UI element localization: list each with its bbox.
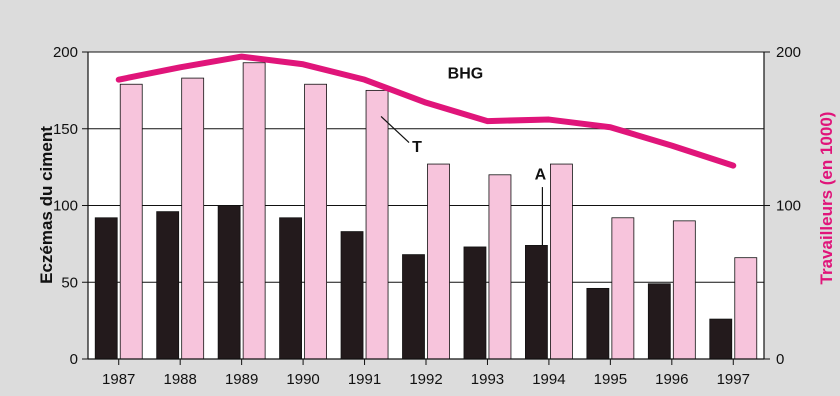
trend-line-path <box>115 53 737 169</box>
y2-tick-label: 100 <box>776 198 801 215</box>
bar-dark-1997 <box>709 318 733 360</box>
x-tick-label: 1996 <box>655 371 688 388</box>
x-tick-label: 1994 <box>532 371 565 388</box>
bar-dark-1988 <box>156 211 180 360</box>
bar-pink-1997 <box>734 257 758 360</box>
bar-pink-1996 <box>672 220 696 360</box>
bar-dark-1995 <box>586 287 610 360</box>
bar-dark-1992 <box>402 254 425 360</box>
y-axis-title: Eczémas du ciment <box>37 126 56 284</box>
annotation-t: T <box>412 139 422 156</box>
x-tick-label: 1993 <box>471 371 504 388</box>
bar-pink-1995 <box>611 217 635 360</box>
annotation-t-pointer <box>380 116 410 144</box>
annotation-bhg: BHG <box>448 66 484 83</box>
bar-pink-1994 <box>550 163 573 360</box>
y-tick-label: 200 <box>53 44 78 61</box>
x-tick-label: 1995 <box>594 371 627 388</box>
y-tick-label: 50 <box>61 274 78 291</box>
axes: 0 50 100 150 200 0 100 200 1987 1988 1989 1990 1991 1… <box>53 44 801 388</box>
bar-pink-1993 <box>488 174 512 360</box>
x-tick-label: 1992 <box>409 371 442 388</box>
bar-dark-1996 <box>647 283 671 360</box>
bar-pink-1990 <box>304 83 327 360</box>
x-tick-label: 1990 <box>286 371 319 388</box>
annotations: BHG T A <box>380 66 547 246</box>
x-tick-label: 1987 <box>102 371 135 388</box>
bar-pink-1989 <box>242 62 266 360</box>
x-tick-label: 1997 <box>717 371 750 388</box>
bar-dark-1989 <box>217 205 241 360</box>
y2-tick-label: 0 <box>776 351 784 368</box>
bar-dark-1991 <box>340 231 364 360</box>
bar-pink-1991 <box>365 89 389 360</box>
bar-dark-1990 <box>279 217 302 360</box>
annotation-a: A <box>535 166 547 183</box>
x-tick-label: 1989 <box>225 371 258 388</box>
bar-dark-1987 <box>94 217 118 360</box>
bar-pink-1992 <box>427 163 450 360</box>
y2-axis-title: Travailleurs (en 1000) <box>817 112 836 285</box>
y-tick-label: 150 <box>53 121 78 138</box>
y-tick-label: 100 <box>53 198 78 215</box>
y2-tick-label: 200 <box>776 44 801 61</box>
bar-pink-1988 <box>181 77 205 360</box>
bar-dark-1994 <box>525 245 548 360</box>
trend-line <box>115 53 737 169</box>
bar-pink-1987 <box>119 83 143 360</box>
y-tick-label: 0 <box>70 351 78 368</box>
bar-dark-1993 <box>463 246 487 360</box>
x-tick-label: 1991 <box>348 371 381 388</box>
x-tick-label: 1988 <box>163 371 196 388</box>
